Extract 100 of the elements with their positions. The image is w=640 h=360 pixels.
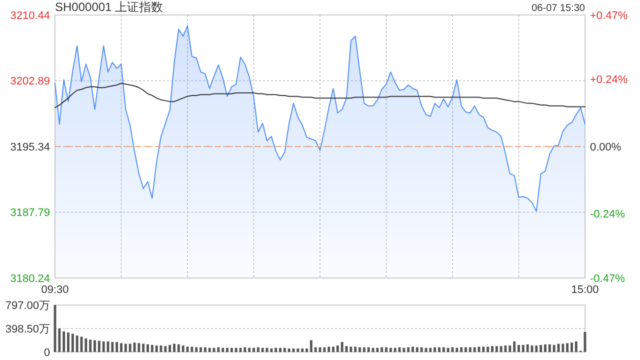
- bar: [570, 342, 573, 352]
- bar: [128, 344, 132, 352]
- bar: [234, 348, 238, 352]
- x-tick-label: 15:00: [571, 284, 599, 296]
- y-tick-label: 3195.34: [10, 141, 50, 154]
- bar: [155, 346, 158, 352]
- bar: [380, 347, 384, 352]
- bar: [574, 341, 578, 352]
- bar: [208, 348, 211, 352]
- x-tick-label: 09:30: [41, 284, 69, 296]
- bar: [540, 344, 542, 352]
- bar: [256, 347, 260, 352]
- bar: [486, 346, 490, 352]
- bar: [429, 348, 432, 352]
- bar: [562, 344, 564, 352]
- bar: [402, 348, 406, 352]
- bar: [142, 344, 145, 352]
- bar: [182, 346, 184, 352]
- bar: [328, 346, 330, 352]
- bar: [323, 347, 326, 352]
- bar: [296, 348, 300, 352]
- bar: [456, 348, 458, 352]
- bar: [138, 343, 140, 352]
- bar: [283, 348, 286, 352]
- bar: [120, 343, 122, 352]
- bar: [261, 348, 264, 352]
- bar: [124, 344, 127, 352]
- bar: [460, 347, 463, 352]
- bar: [340, 342, 344, 352]
- bar: [522, 344, 524, 352]
- bar: [350, 346, 352, 352]
- bar: [288, 348, 290, 352]
- bar: [230, 348, 233, 352]
- bar: [177, 344, 180, 352]
- bar: [420, 347, 423, 352]
- y-tick-label: 797.00万: [5, 300, 50, 312]
- bar: [226, 348, 228, 352]
- bar: [491, 346, 494, 352]
- bar: [416, 347, 418, 352]
- bar: [164, 346, 167, 352]
- bar: [252, 348, 255, 352]
- bar: [332, 346, 334, 352]
- bar: [412, 346, 414, 352]
- bar: [508, 346, 512, 352]
- bar: [146, 344, 149, 352]
- y2-tick-label: +0.47%: [590, 10, 628, 22]
- bar: [518, 344, 520, 352]
- bar: [190, 346, 194, 352]
- bar: [468, 347, 472, 352]
- bar: [204, 347, 206, 352]
- bar: [548, 344, 551, 352]
- bar: [67, 332, 70, 352]
- bar: [394, 348, 396, 352]
- bar: [362, 347, 366, 352]
- bar: [446, 348, 450, 352]
- bar: [217, 347, 220, 352]
- bar: [336, 346, 339, 352]
- bar: [195, 347, 198, 352]
- bar: [76, 335, 78, 352]
- bar: [552, 344, 556, 352]
- bar: [274, 348, 278, 352]
- bar: [442, 347, 445, 352]
- bar: [301, 348, 304, 352]
- bar: [102, 341, 105, 352]
- y2-tick-label: -0.47%: [590, 272, 626, 285]
- y-tick-label: 3180.24: [10, 272, 50, 285]
- y-tick-label: 3210.44: [10, 10, 50, 22]
- bar: [407, 347, 410, 352]
- y-tick-label: 0: [44, 346, 50, 359]
- y2-tick-label: +0.24%: [590, 74, 628, 86]
- bar: [310, 340, 312, 352]
- bar: [58, 328, 61, 352]
- y2-tick-label: -0.24%: [590, 208, 626, 220]
- bar: [84, 338, 88, 352]
- y2-tick-label: 0.00%: [590, 141, 622, 154]
- bar: [544, 344, 546, 352]
- bar: [248, 348, 251, 352]
- bar: [150, 344, 154, 352]
- bar: [222, 348, 224, 352]
- bar: [173, 344, 176, 352]
- bar: [314, 347, 317, 352]
- bar: [279, 348, 282, 352]
- bar: [389, 348, 392, 352]
- bar: [438, 347, 440, 352]
- bar: [306, 348, 308, 352]
- line-series: [54, 82, 586, 108]
- y-tick-label: 3187.79: [10, 207, 50, 220]
- bar: [71, 334, 74, 352]
- y-tick-label: 3202.89: [10, 76, 50, 88]
- bar: [62, 331, 66, 352]
- bar: [89, 340, 92, 352]
- bar: [200, 347, 202, 352]
- bar: [244, 347, 246, 352]
- bar: [513, 341, 516, 352]
- bar: [434, 347, 436, 352]
- bar: [385, 347, 388, 352]
- bar: [473, 347, 476, 352]
- bar: [94, 340, 96, 352]
- bar: [482, 346, 485, 352]
- bar: [168, 344, 172, 352]
